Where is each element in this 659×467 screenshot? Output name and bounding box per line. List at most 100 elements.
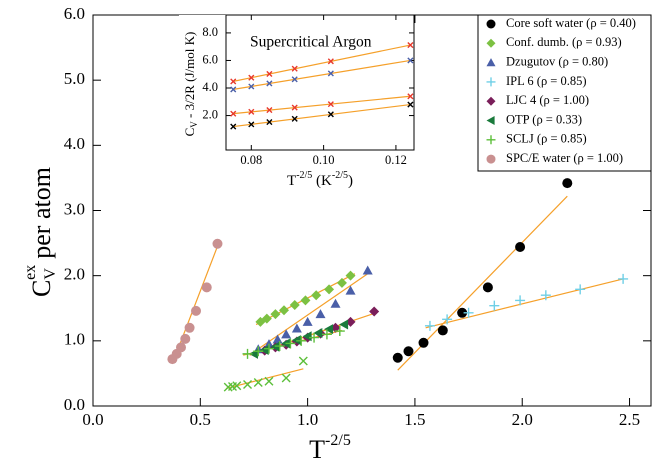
marker xyxy=(298,356,308,366)
marker xyxy=(285,338,296,349)
marker xyxy=(263,339,274,349)
x-tick-label: 0.12 xyxy=(385,153,407,167)
marker xyxy=(248,108,255,115)
y-axis-label-part: C xyxy=(27,280,56,297)
fit-line xyxy=(225,368,304,389)
x-tick-label: 2.5 xyxy=(619,410,640,429)
plot-frame xyxy=(225,14,415,151)
legend-marker xyxy=(486,77,496,87)
marker xyxy=(311,290,322,301)
marker xyxy=(248,74,255,81)
legend-label: OTP (ρ = 0.33) xyxy=(506,112,582,126)
marker xyxy=(289,299,300,310)
marker xyxy=(302,316,313,326)
marker xyxy=(437,325,448,336)
marker xyxy=(324,284,335,295)
marker xyxy=(232,381,242,391)
legend-label: SCLJ (ρ = 0.85) xyxy=(506,132,587,146)
legend-label: IPL 6 (ρ = 0.85) xyxy=(506,74,587,88)
y-tick-label: 0.0 xyxy=(64,395,85,414)
marker xyxy=(562,178,573,189)
marker xyxy=(230,110,237,117)
marker xyxy=(259,344,269,355)
marker xyxy=(296,335,307,346)
fit-line xyxy=(253,273,369,353)
y-axis-label: CVex per atom xyxy=(22,167,59,297)
y-tick-label: 2.0 xyxy=(202,107,218,121)
marker xyxy=(407,57,414,64)
y-tick-label: 8.0 xyxy=(202,25,218,39)
marker xyxy=(201,282,212,293)
legend-box xyxy=(477,14,652,172)
marker xyxy=(369,306,380,317)
x-axis-label-part: ) xyxy=(348,173,353,189)
marker xyxy=(264,376,274,386)
marker xyxy=(327,70,334,77)
x-axis-label-part: -2/5 xyxy=(325,432,351,449)
y-axis-label-part: - 3/2R (J/mol K) xyxy=(182,32,197,122)
legend-marker xyxy=(486,116,495,125)
marker xyxy=(243,380,253,389)
y-axis-label-part: per atom xyxy=(27,167,56,259)
marker xyxy=(291,115,298,122)
x-axis-label-part: -2/5 xyxy=(296,170,312,181)
marker xyxy=(242,348,253,359)
y-tick-label: 1.0 xyxy=(64,330,85,349)
y-axis-label-part: C xyxy=(182,128,197,137)
x-tick-label: 1.5 xyxy=(404,410,425,429)
marker xyxy=(424,320,435,331)
marker xyxy=(489,300,500,311)
marker xyxy=(345,270,356,281)
x-tick-label: 0.0 xyxy=(82,410,103,429)
x-tick-label: 1.0 xyxy=(297,410,318,429)
marker xyxy=(266,118,273,126)
marker xyxy=(180,333,191,344)
marker xyxy=(336,277,347,288)
legend-marker xyxy=(486,58,496,67)
y-tick-label: 4.0 xyxy=(64,134,85,153)
marker xyxy=(291,104,298,111)
marker xyxy=(407,41,414,49)
y-tick-label: 3.0 xyxy=(64,199,85,218)
marker xyxy=(457,307,468,318)
x-tick-label: 0.5 xyxy=(190,410,211,429)
marker xyxy=(272,334,283,344)
marker xyxy=(407,101,414,108)
legend-marker xyxy=(486,96,496,106)
y-tick-label: 5.0 xyxy=(64,69,85,88)
marker xyxy=(300,295,311,306)
marker xyxy=(230,86,237,93)
marker xyxy=(327,111,334,118)
marker xyxy=(184,322,195,333)
marker xyxy=(279,305,290,316)
legend-marker xyxy=(486,38,496,48)
fit-line xyxy=(233,103,411,128)
marker xyxy=(515,241,526,252)
y-axis-label-part: ex xyxy=(22,265,39,280)
marker xyxy=(618,273,629,284)
x-tick-label: 2.0 xyxy=(512,410,533,429)
x-tick-label: 0.10 xyxy=(313,153,335,167)
marker xyxy=(261,313,272,324)
marker xyxy=(482,282,493,293)
x-axis-label-part: T xyxy=(309,435,325,464)
marker xyxy=(291,76,298,83)
fit-line xyxy=(425,278,624,329)
marker xyxy=(274,341,285,352)
marker xyxy=(463,307,474,318)
inset-background xyxy=(179,15,414,209)
marker xyxy=(313,328,323,339)
legend-marker xyxy=(486,19,496,29)
marker xyxy=(345,285,356,295)
marker xyxy=(281,373,291,383)
marker xyxy=(309,332,320,343)
marker xyxy=(407,93,414,100)
legend-label: Core soft water (ρ = 0.40) xyxy=(506,16,636,30)
fit-line xyxy=(233,59,411,90)
marker xyxy=(403,346,414,357)
legend-label: Conf. dumb. (ρ = 0.93) xyxy=(506,35,622,49)
marker xyxy=(575,284,586,295)
legend-label: LJC 4 (ρ = 1.00) xyxy=(506,93,589,107)
marker xyxy=(248,83,255,90)
